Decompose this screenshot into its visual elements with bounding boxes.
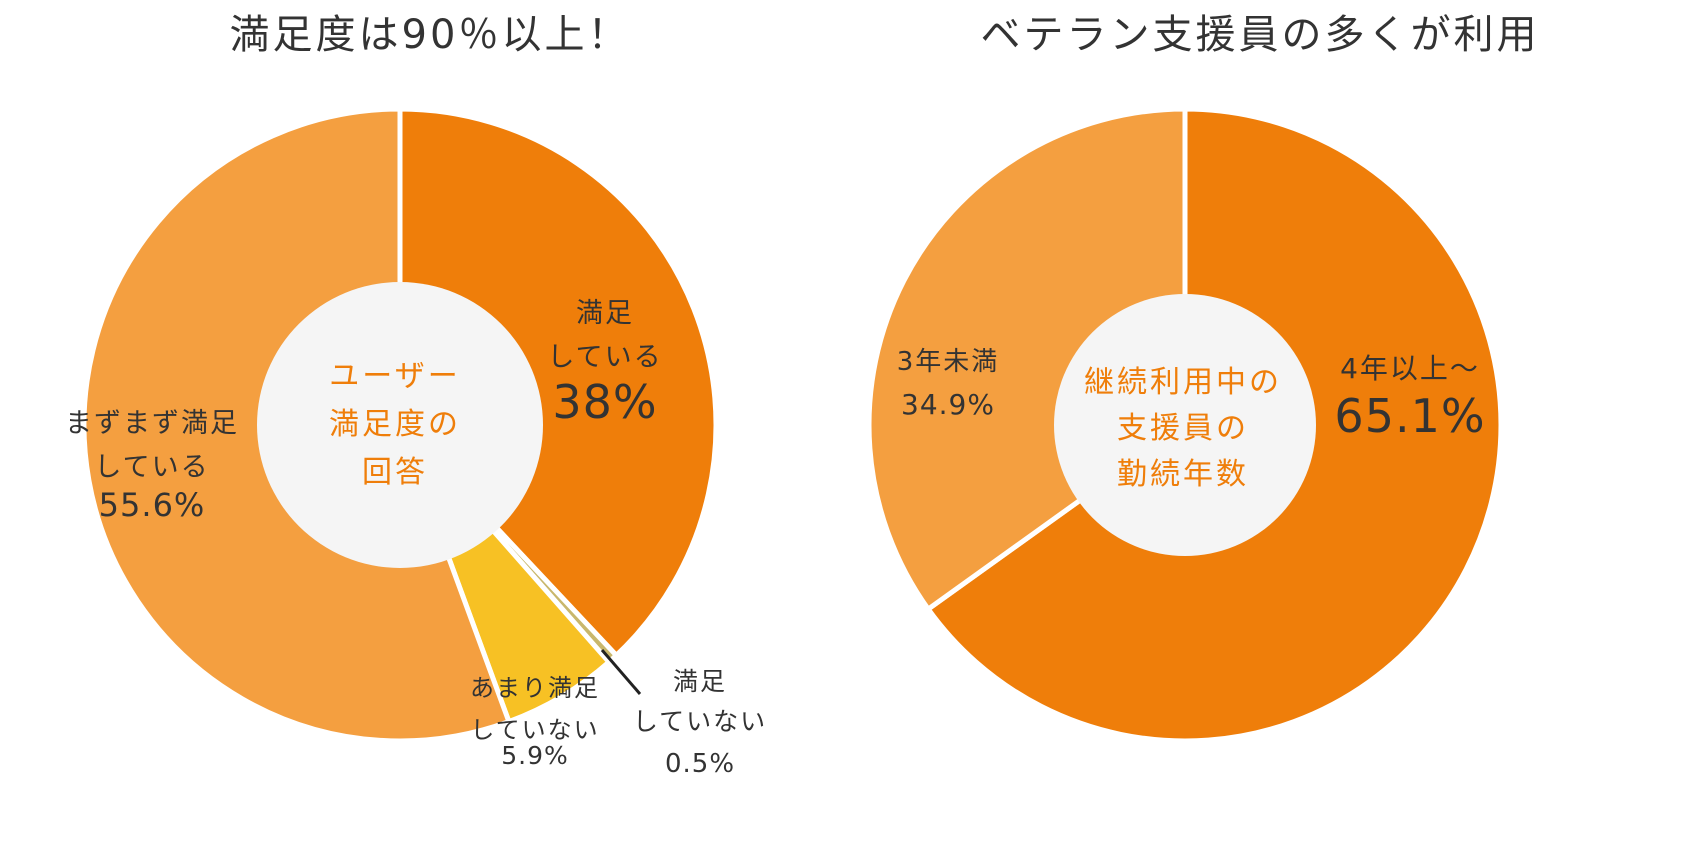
slice-value-under-3-years: 34.9% <box>901 388 995 421</box>
slice-label-not-satisfied: していない <box>633 707 767 736</box>
slice-value-4-years-plus: 65.1% <box>1334 389 1485 443</box>
slice-1-1 <box>866 106 1188 612</box>
slice-label-under-3-years: 3年未満 <box>897 347 1000 377</box>
center-hole-0 <box>257 282 543 568</box>
donut-satisfaction <box>81 106 719 744</box>
slice-label-mostly-satisfied: まずまず満足 <box>65 408 239 439</box>
slice-label-not-very-satisfied: していない <box>470 716 599 744</box>
center-label-tenure: 勤続年数 <box>1117 457 1249 492</box>
slice-labels: ユーザー満足度の回答満足している38%まずまず満足している55.6%あまり満足し… <box>65 298 1485 779</box>
slice-value-not-very-satisfied: 5.9% <box>501 741 569 770</box>
donut-tenure <box>866 106 1504 744</box>
slice-label-mostly-satisfied: している <box>94 452 209 483</box>
slice-label-not-very-satisfied: あまり満足 <box>470 674 600 702</box>
chart-title-satisfaction: 満足度は90％以上！ <box>229 12 631 58</box>
center-label-satisfaction: 回答 <box>362 455 428 490</box>
center-label-satisfaction: ユーザー <box>329 359 460 394</box>
center-label-tenure: 継続利用中の <box>1084 365 1282 400</box>
slice-label-satisfied: している <box>547 342 662 373</box>
slice-label-4-years-plus: 4年以上～ <box>1340 352 1480 385</box>
slice-label-satisfied: 満足 <box>576 298 634 329</box>
center-hole-1 <box>1054 294 1316 556</box>
slice-value-mostly-satisfied: 55.6% <box>99 486 206 524</box>
chart-title-tenure: ベテラン支援員の多くが利用 <box>980 12 1540 58</box>
slice-label-not-satisfied: 満足 <box>673 667 727 696</box>
slice-0-0 <box>397 106 719 658</box>
center-label-satisfaction: 満足度の <box>329 407 461 442</box>
center-label-tenure: 支援員の <box>1117 411 1249 446</box>
slice-value-satisfied: 38% <box>552 375 657 429</box>
leader-line-not-satisfied <box>600 649 642 695</box>
slice-value-not-satisfied: 0.5% <box>665 749 735 779</box>
